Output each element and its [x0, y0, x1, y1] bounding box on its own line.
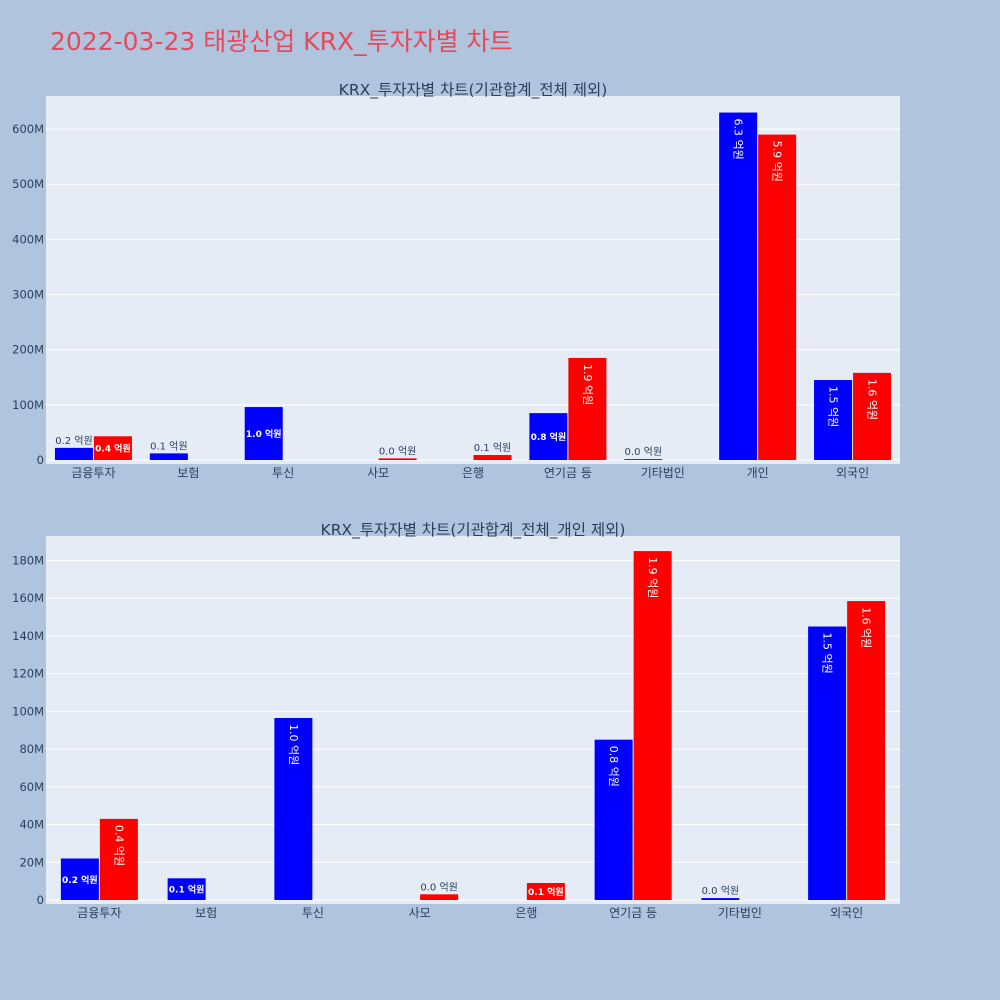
bar — [808, 626, 847, 900]
bar — [54, 447, 93, 460]
y-tick-label: 0 — [37, 893, 44, 907]
bar — [378, 458, 417, 460]
x-tick-label: 기타법인 — [718, 906, 762, 920]
y-tick-label: 160M — [12, 591, 44, 605]
x-tick-label: 사모 — [367, 466, 389, 480]
x-tick-label: 보험 — [195, 906, 217, 920]
bar — [149, 453, 188, 460]
data-label: 0.8 억원 — [531, 431, 567, 443]
y-tick-label: 120M — [12, 667, 44, 681]
bar — [244, 407, 283, 460]
bar — [701, 898, 740, 900]
y-tick-label: 40M — [19, 818, 44, 832]
x-tick-label: 외국인 — [830, 906, 863, 920]
data-label: 0.8 억원 — [607, 746, 620, 787]
data-label: 0.0 억원 — [702, 885, 739, 897]
y-tick-label: 100M — [12, 704, 44, 718]
x-tick-label: 투신 — [272, 466, 294, 480]
bar — [274, 718, 313, 900]
y-tick-label: 500M — [12, 177, 44, 191]
data-label: 6.3 억원 — [732, 119, 745, 160]
x-tick-label: 보험 — [177, 466, 199, 480]
bar — [633, 551, 672, 900]
bar — [529, 413, 568, 460]
bar — [814, 380, 853, 460]
x-tick-label: 기타법인 — [641, 466, 685, 480]
plot-area — [46, 96, 900, 464]
y-tick-label: 180M — [12, 554, 44, 568]
x-tick-label: 금융투자 — [71, 466, 115, 480]
data-label: 0.4 억원 — [95, 443, 131, 455]
y-tick-label: 400M — [12, 232, 44, 246]
data-label: 0.4 억원 — [112, 825, 125, 866]
bar — [853, 372, 892, 460]
x-tick-label: 사모 — [409, 906, 431, 920]
data-label: 0.2 억원 — [55, 435, 92, 447]
y-tick-label: 0 — [37, 453, 44, 467]
bar — [99, 818, 138, 900]
y-tick-label: 600M — [12, 122, 44, 136]
chart-title: KRX_투자자별 차트(기관합계_전체 제외) — [339, 81, 608, 100]
x-tick-label: 금융투자 — [77, 906, 121, 920]
chart-all-investors: 0 100M 200M 300M 400M 500M 600M KRX_투자자별 차트(기관합… — [12, 81, 900, 480]
data-label: 1.9 억원 — [646, 557, 659, 598]
y-tick-label: 300M — [12, 288, 44, 302]
data-label: 1.0 억원 — [287, 724, 300, 765]
y-tick-label: 20M — [19, 855, 44, 869]
x-tick-label: 은행 — [462, 465, 484, 480]
data-label: 0.0 억원 — [625, 446, 662, 458]
bar — [93, 436, 132, 460]
x-tick-label: 은행 — [515, 905, 537, 920]
x-tick-label: 투신 — [302, 906, 324, 920]
chart-title: KRX_투자자별 차트(기관합계_전체_개인 제외) — [321, 521, 626, 540]
bar — [420, 894, 459, 900]
bar — [167, 878, 206, 900]
data-label: 1.5 억원 — [827, 386, 840, 427]
bar — [847, 601, 886, 900]
data-label: 5.9 억원 — [771, 141, 784, 182]
y-tick-label: 100M — [12, 398, 44, 412]
x-tick-label: 외국인 — [836, 466, 869, 480]
bar — [594, 739, 633, 900]
data-label: 0.1 억원 — [474, 442, 511, 454]
data-label: 0.0 억원 — [420, 881, 457, 893]
data-label: 1.5 억원 — [821, 633, 834, 674]
y-tick-label: 200M — [12, 343, 44, 357]
data-label: 1.6 억원 — [860, 607, 873, 648]
page-title: 2022-03-23 태광산업 KRX_투자자별 차트 — [50, 27, 513, 56]
data-label: 1.6 억원 — [866, 379, 879, 420]
x-tick-label: 연기금 등 — [544, 466, 592, 480]
bar — [758, 134, 797, 460]
chart-excluding-individuals: 0 20M 40M 60M 80M 100M 120M 140M 160M 180M KRX_투자자… — [12, 521, 900, 920]
y-tick-label: 80M — [19, 742, 44, 756]
data-label: 0.1 억원 — [150, 440, 187, 452]
y-tick-label: 60M — [19, 780, 44, 794]
data-label: 1.9 억원 — [581, 364, 594, 405]
x-tick-label: 개인 — [747, 466, 769, 480]
bar — [473, 455, 512, 460]
y-tick-label: 140M — [12, 629, 44, 643]
bar — [568, 357, 607, 460]
x-tick-label: 연기금 등 — [609, 906, 657, 920]
bar — [624, 459, 663, 460]
data-label: 0.1 억원 — [169, 884, 205, 896]
data-label: 0.0 억원 — [379, 445, 416, 457]
data-label: 0.1 억원 — [528, 886, 564, 898]
plot-area — [46, 536, 900, 904]
bar — [526, 883, 565, 900]
data-label: 0.2 억원 — [62, 874, 98, 886]
bar — [60, 858, 99, 900]
bar — [719, 112, 758, 460]
data-label: 1.0 억원 — [246, 428, 282, 440]
